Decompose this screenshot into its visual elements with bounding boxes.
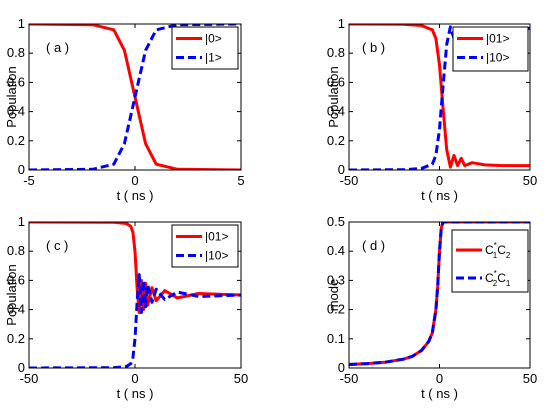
y-tick-label-b-1: 0.2	[327, 133, 345, 148]
x-tick-label-a-1: 0	[131, 173, 138, 188]
legend-label-c-2: |10>	[205, 249, 228, 263]
y-tick-label-c-2: 0.4	[7, 302, 25, 317]
legend-d: C* 1C2 C* 2C1	[451, 229, 529, 293]
y-tick-label-c-0: 0	[18, 360, 25, 375]
y-axis-label-c: Population	[4, 264, 19, 325]
series-line-a-2	[29, 24, 241, 170]
y-tick-label-c-3: 0.6	[7, 272, 25, 287]
x-axis-label-a: t ( ns )	[117, 188, 154, 203]
x-tick-label-d-1: 0	[436, 371, 443, 386]
x-tick-label-d-2: 50	[523, 371, 537, 386]
panel-label-c: ( c )	[46, 238, 68, 253]
legend-label-d-1: C* 1C2	[485, 241, 511, 260]
x-tick-label-c-1: 0	[131, 371, 138, 386]
legend-label-c-1: |01>	[205, 230, 228, 244]
x-axis-label-b: t ( ns )	[421, 188, 458, 203]
y-tick-label-c-4: 0.8	[7, 243, 25, 258]
y-tick-label-c-1: 0.2	[7, 331, 25, 346]
y-tick-label-b-2: 0.4	[327, 104, 345, 119]
legend-label-a-2: |1>	[205, 51, 222, 65]
y-tick-label-b-0: 0	[338, 162, 345, 177]
y-tick-label-d-3: 0.3	[327, 272, 345, 287]
series-line-b-2	[349, 25, 530, 170]
legend-c: |01> |10>	[171, 224, 239, 268]
x-axis-label-c: t ( ns )	[117, 386, 154, 401]
series-line-b-1	[349, 24, 530, 169]
y-tick-label-a-1: 0.2	[7, 133, 25, 148]
y-tick-label-a-5: 1	[18, 16, 25, 31]
legend-a: |0>|1>	[171, 26, 239, 70]
legend-box-b	[452, 26, 529, 72]
y-tick-label-b-5: 1	[338, 16, 345, 31]
y-tick-label-a-4: 0.8	[7, 45, 25, 60]
y-tick-label-d-4: 0.4	[327, 243, 345, 258]
x-tick-label-a-2: 5	[237, 173, 244, 188]
legend-label-d-2: C* 2C1	[485, 269, 511, 288]
legend-box-c	[171, 224, 239, 268]
y-tick-label-d-1: 0.1	[327, 331, 345, 346]
legend-box-a	[171, 26, 239, 70]
y-axis-label-a: Population	[4, 66, 19, 127]
y-tick-label-a-2: 0.4	[7, 104, 25, 119]
panel-a: -5 0 500.20.40.60.81t ( ns )Population( a …	[4, 16, 245, 203]
x-tick-label-c-2: 50	[234, 371, 248, 386]
x-tick-label-b-1: 0	[436, 173, 443, 188]
panel-label-d: ( d )	[362, 238, 385, 253]
series-line-d-1	[349, 222, 530, 366]
y-tick-label-b-3: 0.6	[327, 74, 345, 89]
y-tick-label-c-5: 1	[18, 214, 25, 229]
y-tick-label-d-5: 0.5	[327, 214, 345, 229]
y-axis-label-b: Population	[326, 66, 341, 127]
panel-label-b: ( b )	[362, 40, 385, 55]
panel-label-a: ( a )	[46, 40, 69, 55]
x-axis-label-d: t ( ns )	[421, 386, 458, 401]
legend-label-b-2: |10>	[486, 51, 509, 65]
x-tick-label-b-2: 50	[523, 173, 537, 188]
x-tick-label-c-0: -50	[20, 371, 39, 386]
y-tick-label-a-3: 0.6	[7, 74, 25, 89]
y-axis-label-d: mode	[326, 279, 341, 312]
y-tick-label-d-2: 0.2	[327, 302, 345, 317]
x-tick-label-d-0: -50	[340, 371, 359, 386]
legend-b: |01> |10>	[452, 26, 529, 72]
legend-label-b-1: |01>	[486, 32, 509, 46]
x-tick-label-b-0: -50	[340, 173, 359, 188]
legend-label-a-1: |0>	[205, 32, 222, 46]
y-tick-label-b-4: 0.8	[327, 45, 345, 60]
series-line-c-2	[29, 273, 241, 368]
y-tick-label-a-0: 0	[18, 162, 25, 177]
x-tick-label-a-0: -5	[23, 173, 35, 188]
y-tick-label-d-0: 0	[338, 360, 345, 375]
legend-box-d	[451, 229, 529, 293]
